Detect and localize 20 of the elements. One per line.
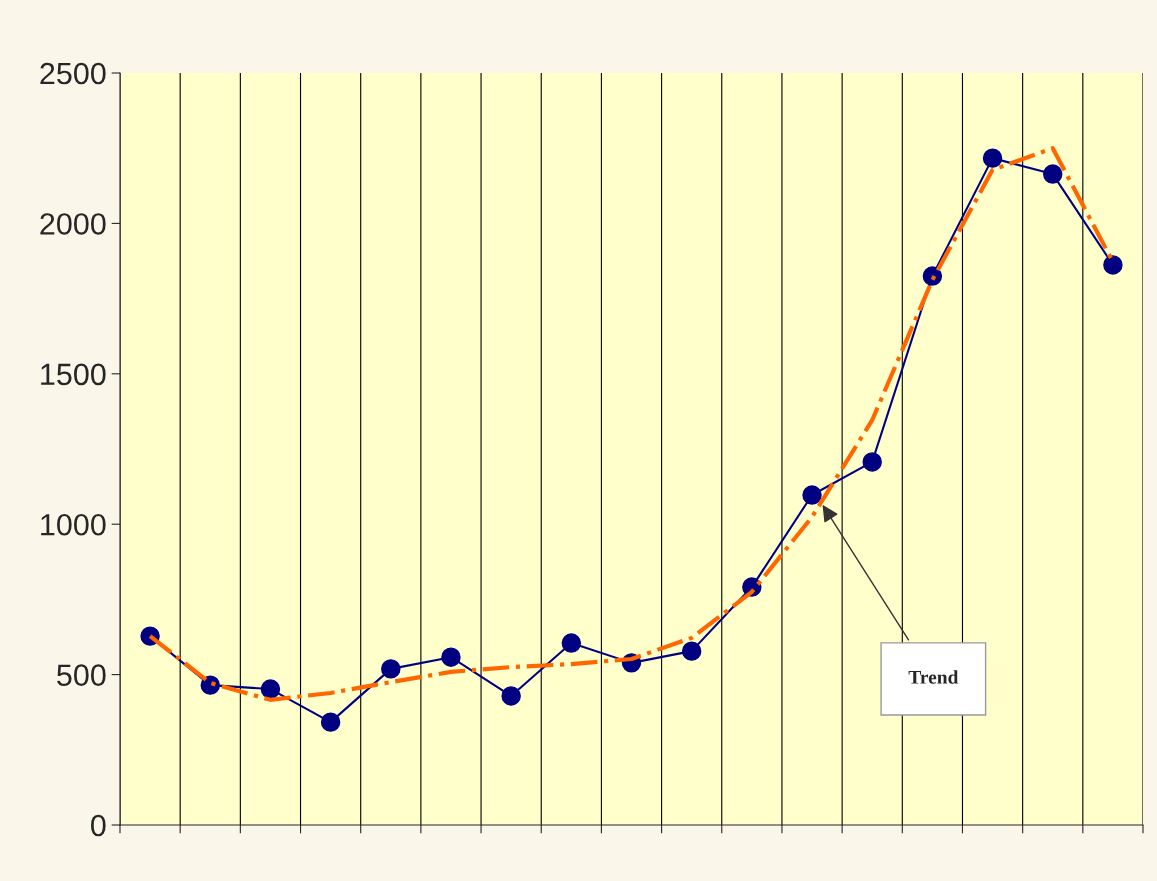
y-tick-label: 500 [57,664,106,686]
point [862,452,882,472]
point [561,633,582,653]
point [1043,164,1063,184]
y-tick-label: 1500 [41,363,106,386]
point [802,485,822,505]
point [260,679,281,699]
point [381,659,401,679]
point [922,266,943,286]
y-tick-label: 2500 [40,62,106,85]
y-tick-label: 2000 [40,213,106,235]
point [681,641,702,661]
y-tick-label: 0 [91,814,106,837]
annotation: Trend [908,670,959,684]
point [501,686,521,706]
point [982,148,1003,168]
point [320,712,341,732]
point [441,647,461,667]
point [1103,255,1123,275]
y-tick-label: 1000 [41,513,106,536]
